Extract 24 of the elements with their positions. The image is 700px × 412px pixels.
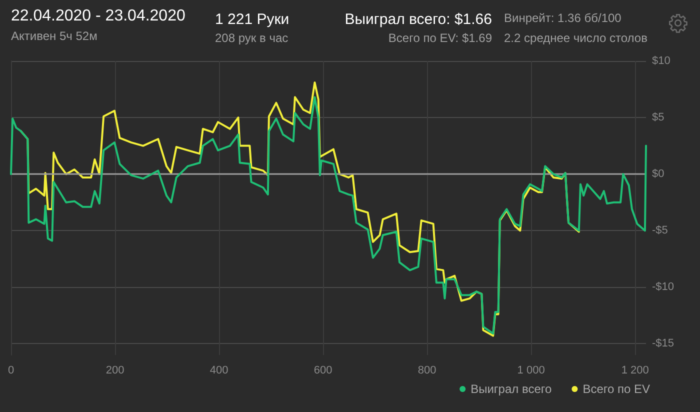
legend-label: Всего по EV: [582, 382, 650, 396]
x-tick-label: 0: [8, 364, 14, 376]
chart-title: 22.04.2020 - 23.04.2020: [11, 8, 186, 24]
legend-label: Выиграл всего: [470, 382, 552, 396]
y-tick-label: $10: [652, 55, 670, 67]
text: Всего по EV: $1.69: [388, 31, 492, 45]
y-tick-label: $0: [652, 168, 664, 180]
chart-subtitle: Активен 5ч 52м: [11, 29, 98, 43]
x-tick-label: 1 000: [517, 364, 545, 376]
x-tick-label: 1 200: [621, 364, 649, 376]
line-series: [10, 96, 647, 335]
x-tick-label: 600: [314, 364, 332, 376]
y-tick-label: -$5: [652, 224, 668, 237]
text: Винрейт: 1.36 бб/100: [504, 11, 622, 25]
text: 2.2 среднее число столов: [504, 31, 648, 45]
x-tick-label: 200: [106, 364, 124, 376]
y-tick-label: -$15: [652, 338, 674, 350]
y-tick-label: -$10: [652, 281, 674, 294]
x-tick-label: 800: [418, 364, 436, 376]
text: 208 рук в час: [215, 31, 288, 45]
text: 1 221 Руки: [215, 11, 290, 28]
x-tick-label: 400: [210, 364, 228, 376]
y-tick-label: $5: [652, 112, 664, 124]
text: Выиграл всего: $1.66: [344, 11, 492, 28]
